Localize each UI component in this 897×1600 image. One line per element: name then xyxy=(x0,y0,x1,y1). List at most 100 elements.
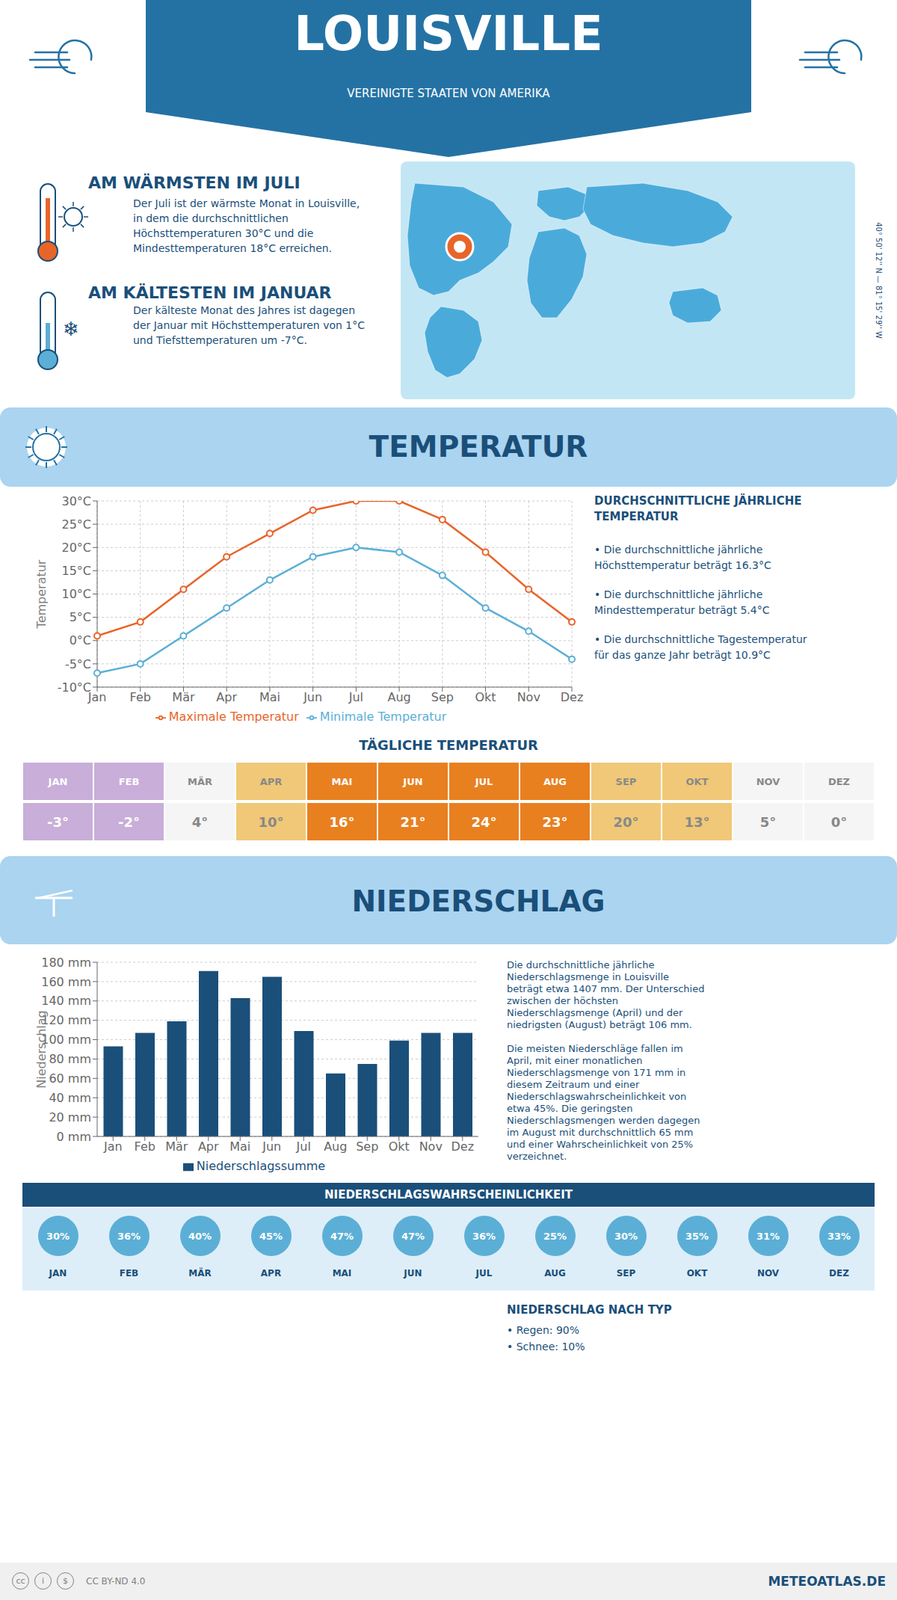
html-text:• Schnee: 10%: • Schnee: 10% xyxy=(506,1340,585,1353)
html-text:TÄGLICHE TEMPERATUR: TÄGLICHE TEMPERATUR xyxy=(358,737,539,754)
svg-text:160 mm: 160 mm xyxy=(41,974,92,989)
html-text:TEMPERATUR: TEMPERATUR xyxy=(368,429,588,464)
html-text:APR: APR xyxy=(259,775,283,787)
svg-text:Temperatur: Temperatur xyxy=(34,559,49,629)
svg-text:Mai: Mai xyxy=(229,1139,251,1154)
html-text:• Die durchschnittliche Tagest: • Die durchschnittliche Tagestemperatur … xyxy=(594,633,807,661)
svg-text:30°C: 30°C xyxy=(61,494,92,509)
html-text:Die durchschnittliche jährlich: Die durchschnittliche jährliche Niedersc… xyxy=(506,959,705,1031)
svg-text:80 mm: 80 mm xyxy=(48,1051,92,1066)
svg-text:-10°C: -10°C xyxy=(57,680,92,695)
html-text:Der Juli ist der wärmste Monat: Der Juli ist der wärmste Monat in Louisv… xyxy=(133,197,360,255)
svg-text:Mär: Mär xyxy=(165,1139,189,1154)
html-text:MAI: MAI xyxy=(331,775,353,787)
svg-text:Dez: Dez xyxy=(560,689,584,705)
html-text:FEB: FEB xyxy=(118,775,140,787)
svg-text:0 mm: 0 mm xyxy=(56,1129,92,1144)
html-text:OKT: OKT xyxy=(685,775,709,787)
svg-text:Jul: Jul xyxy=(296,1139,311,1154)
svg-text:Jun: Jun xyxy=(302,689,323,705)
html-text:23°: 23° xyxy=(542,813,568,830)
svg-text:VEREINIGTE STAATEN VON AMERIKA: VEREINIGTE STAATEN VON AMERIKA xyxy=(346,86,551,101)
html-text:NIEDERSCHLAG: NIEDERSCHLAG xyxy=(351,884,606,918)
svg-text:Feb: Feb xyxy=(134,1139,156,1154)
svg-text:Sep: Sep xyxy=(355,1139,379,1154)
html-text:24°: 24° xyxy=(471,813,497,830)
html-text:• Regen: 90%: • Regen: 90% xyxy=(506,1323,580,1336)
html-text:NIEDERSCHLAG NACH TYP: NIEDERSCHLAG NACH TYP xyxy=(506,1302,672,1317)
html-text:• Die durchschnittliche jährli: • Die durchschnittliche jährliche Höchst… xyxy=(594,543,772,572)
html-text:• Die durchschnittliche jährli: • Die durchschnittliche jährliche Mindes… xyxy=(594,588,770,616)
html-text:AM WÄRMSTEN IM JULI: AM WÄRMSTEN IM JULI xyxy=(88,173,301,193)
html-text:4°: 4° xyxy=(191,813,209,830)
svg-text:Jul: Jul xyxy=(348,689,364,705)
html-text:Minimale Temperatur: Minimale Temperatur xyxy=(319,709,447,724)
html-text:0°: 0° xyxy=(830,813,848,830)
svg-text:40 mm: 40 mm xyxy=(48,1090,92,1105)
svg-text:Aug: Aug xyxy=(323,1139,347,1154)
svg-text:15°C: 15°C xyxy=(61,563,92,578)
svg-text:25°C: 25°C xyxy=(61,517,92,532)
html-text:SEP: SEP xyxy=(615,775,637,787)
html-text:DURCHSCHNITTLICHE JÄHRLICHE TE: DURCHSCHNITTLICHE JÄHRLICHE TEMPERATUR xyxy=(594,494,802,524)
svg-text:Sep: Sep xyxy=(431,689,454,705)
svg-text:Aug: Aug xyxy=(387,689,411,705)
svg-text:140 mm: 140 mm xyxy=(41,993,92,1008)
html-text:5°: 5° xyxy=(759,813,777,830)
html-text:JUN: JUN xyxy=(403,775,423,787)
svg-text:Mär: Mär xyxy=(171,689,196,705)
html-text:-3°: -3° xyxy=(47,813,69,830)
svg-text:Jun: Jun xyxy=(261,1139,282,1154)
html-text:JAN: JAN xyxy=(48,775,68,787)
svg-text:180 mm: 180 mm xyxy=(41,955,92,970)
svg-text:Nov: Nov xyxy=(419,1139,443,1154)
svg-text:5°C: 5°C xyxy=(69,609,92,625)
svg-text:0°C: 0°C xyxy=(69,633,92,648)
svg-text:Okt: Okt xyxy=(474,689,496,705)
html-text:FEB: FEB xyxy=(119,1267,139,1279)
html-text:-2°: -2° xyxy=(118,813,140,830)
html-text:JAN: JAN xyxy=(49,1267,67,1279)
html-text:AUG: AUG xyxy=(543,775,567,787)
svg-text:Okt: Okt xyxy=(388,1139,410,1154)
html-text:NIEDERSCHLAGSWAHRSCHEINLICHKEI: NIEDERSCHLAGSWAHRSCHEINLICHKEIT xyxy=(324,1187,573,1202)
html-text:Niederschlagssumme: Niederschlagssumme xyxy=(196,1158,326,1173)
svg-text:20 mm: 20 mm xyxy=(48,1110,92,1125)
html-text:MÄR: MÄR xyxy=(187,775,213,787)
html-text:MÄR: MÄR xyxy=(188,1267,212,1279)
svg-text:Jan: Jan xyxy=(103,1139,123,1154)
svg-text:-5°C: -5°C xyxy=(65,657,92,672)
svg-text:Nov: Nov xyxy=(517,689,541,705)
svg-text:Jan: Jan xyxy=(87,690,107,705)
html-text:Maximale Temperatur: Maximale Temperatur xyxy=(168,709,299,724)
svg-text:60 mm: 60 mm xyxy=(48,1071,92,1086)
svg-text:Feb: Feb xyxy=(130,689,151,705)
html-text:DEZ: DEZ xyxy=(828,775,850,787)
html-text:20°: 20° xyxy=(613,813,639,830)
svg-text:120 mm: 120 mm xyxy=(41,1012,92,1028)
svg-text:Apr: Apr xyxy=(198,1139,220,1154)
html-text:21°: 21° xyxy=(400,813,426,830)
svg-text:100 mm: 100 mm xyxy=(41,1032,92,1047)
svg-text:Dez: Dez xyxy=(450,1139,474,1154)
html-text:AM KÄLTESTEN IM JANUAR: AM KÄLTESTEN IM JANUAR xyxy=(88,283,332,302)
html-text:Die meisten Niederschläge fall: Die meisten Niederschläge fallen im Apri… xyxy=(506,1042,701,1162)
svg-text:LOUISVILLE: LOUISVILLE xyxy=(293,5,603,62)
html-text:16°: 16° xyxy=(329,813,355,830)
html-text:45%: 45% xyxy=(259,1230,283,1242)
html-text:10°: 10° xyxy=(258,813,284,830)
html-text:36%: 36% xyxy=(117,1230,141,1242)
html-text:13°: 13° xyxy=(684,813,710,830)
html-text:30%: 30% xyxy=(46,1230,70,1242)
svg-text:20°C: 20°C xyxy=(61,540,92,555)
html-text:40%: 40% xyxy=(188,1230,212,1242)
svg-text:10°C: 10°C xyxy=(61,586,92,601)
html-text:JUL: JUL xyxy=(475,775,493,787)
svg-text:Mai: Mai xyxy=(259,689,281,705)
svg-text:Niederschlag: Niederschlag xyxy=(34,1009,49,1089)
html-text:METEOATLAS.DE: METEOATLAS.DE xyxy=(767,1573,886,1589)
html-text:Der kälteste Monat des Jahres: Der kälteste Monat des Jahres ist dagege… xyxy=(133,304,365,347)
html-text:APR: APR xyxy=(260,1267,282,1279)
svg-text:Apr: Apr xyxy=(216,689,237,705)
html-text:NOV: NOV xyxy=(756,775,780,787)
